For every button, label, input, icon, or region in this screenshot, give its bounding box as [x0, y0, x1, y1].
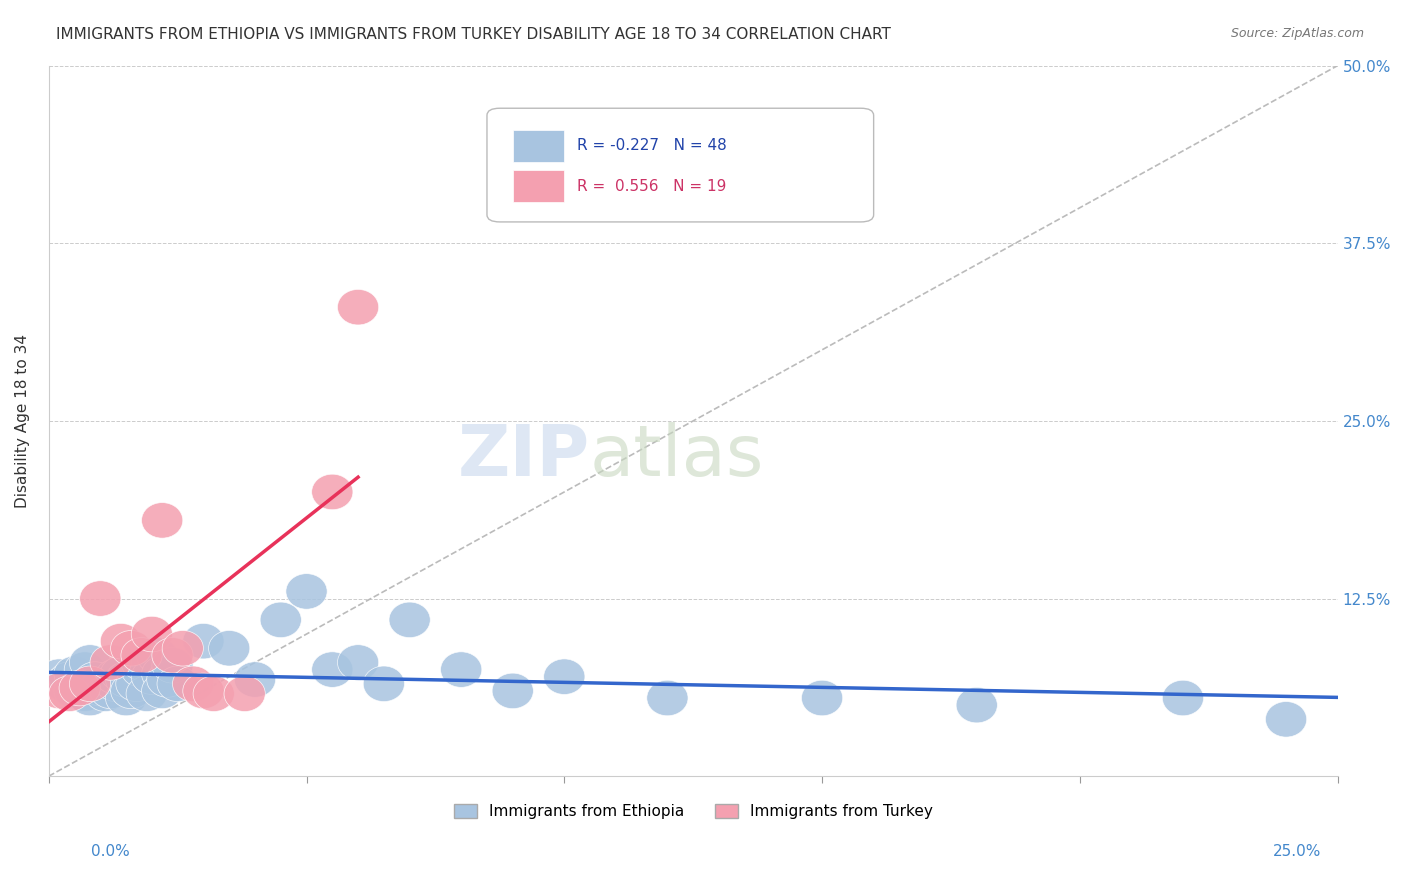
Ellipse shape: [38, 673, 80, 708]
Ellipse shape: [111, 673, 152, 708]
Ellipse shape: [111, 631, 152, 666]
Ellipse shape: [956, 688, 997, 723]
Ellipse shape: [544, 659, 585, 695]
Ellipse shape: [389, 602, 430, 638]
Bar: [513, 170, 564, 202]
Ellipse shape: [312, 475, 353, 509]
Text: 0.0%: 0.0%: [91, 845, 131, 859]
Ellipse shape: [38, 659, 80, 695]
Ellipse shape: [183, 624, 224, 659]
Ellipse shape: [49, 676, 90, 712]
Text: ZIP: ZIP: [458, 422, 591, 491]
Ellipse shape: [142, 502, 183, 538]
Ellipse shape: [312, 652, 353, 688]
Ellipse shape: [146, 662, 188, 698]
Ellipse shape: [183, 673, 224, 708]
FancyBboxPatch shape: [486, 108, 873, 222]
Ellipse shape: [59, 670, 100, 706]
Ellipse shape: [127, 676, 167, 712]
Ellipse shape: [440, 652, 482, 688]
Ellipse shape: [121, 645, 162, 681]
Ellipse shape: [96, 659, 136, 695]
Ellipse shape: [100, 657, 142, 691]
Ellipse shape: [105, 662, 146, 698]
Ellipse shape: [235, 662, 276, 698]
Ellipse shape: [131, 659, 173, 695]
Ellipse shape: [65, 676, 105, 712]
Ellipse shape: [121, 652, 162, 688]
Ellipse shape: [260, 602, 301, 638]
Ellipse shape: [90, 645, 131, 681]
Ellipse shape: [363, 666, 405, 702]
Bar: [513, 129, 564, 161]
Ellipse shape: [647, 681, 688, 715]
Text: R =  0.556   N = 19: R = 0.556 N = 19: [578, 179, 727, 194]
Ellipse shape: [84, 676, 127, 712]
Text: 25.0%: 25.0%: [1274, 845, 1322, 859]
Y-axis label: Disability Age 18 to 34: Disability Age 18 to 34: [15, 334, 30, 508]
Ellipse shape: [162, 631, 204, 666]
Ellipse shape: [157, 666, 198, 702]
Ellipse shape: [1163, 681, 1204, 715]
Text: atlas: atlas: [591, 422, 765, 491]
Ellipse shape: [337, 289, 378, 325]
Ellipse shape: [173, 666, 214, 702]
Ellipse shape: [142, 673, 183, 708]
Ellipse shape: [69, 666, 111, 702]
Ellipse shape: [75, 662, 115, 698]
Ellipse shape: [69, 645, 111, 681]
Text: R = -0.227   N = 48: R = -0.227 N = 48: [578, 137, 727, 153]
Ellipse shape: [142, 657, 183, 691]
Ellipse shape: [49, 662, 90, 698]
Ellipse shape: [131, 616, 173, 652]
Text: Source: ZipAtlas.com: Source: ZipAtlas.com: [1230, 27, 1364, 40]
Ellipse shape: [121, 638, 162, 673]
Ellipse shape: [80, 670, 121, 706]
Ellipse shape: [90, 673, 131, 708]
Ellipse shape: [337, 645, 378, 681]
Ellipse shape: [44, 666, 84, 702]
Ellipse shape: [801, 681, 842, 715]
Ellipse shape: [224, 676, 266, 712]
Ellipse shape: [65, 652, 105, 688]
Ellipse shape: [80, 581, 121, 616]
Ellipse shape: [1265, 702, 1306, 737]
Ellipse shape: [285, 574, 328, 609]
Text: IMMIGRANTS FROM ETHIOPIA VS IMMIGRANTS FROM TURKEY DISABILITY AGE 18 TO 34 CORRE: IMMIGRANTS FROM ETHIOPIA VS IMMIGRANTS F…: [56, 27, 891, 42]
Ellipse shape: [492, 673, 533, 708]
Ellipse shape: [100, 624, 142, 659]
Legend: Immigrants from Ethiopia, Immigrants from Turkey: Immigrants from Ethiopia, Immigrants fro…: [447, 798, 939, 825]
Ellipse shape: [105, 681, 146, 715]
Ellipse shape: [208, 631, 250, 666]
Ellipse shape: [152, 648, 193, 683]
Ellipse shape: [53, 673, 96, 708]
Ellipse shape: [115, 666, 157, 702]
Ellipse shape: [96, 666, 136, 702]
Ellipse shape: [53, 657, 96, 691]
Ellipse shape: [59, 669, 100, 705]
Ellipse shape: [136, 638, 177, 673]
Ellipse shape: [193, 676, 235, 712]
Ellipse shape: [152, 638, 193, 673]
Ellipse shape: [69, 681, 111, 715]
